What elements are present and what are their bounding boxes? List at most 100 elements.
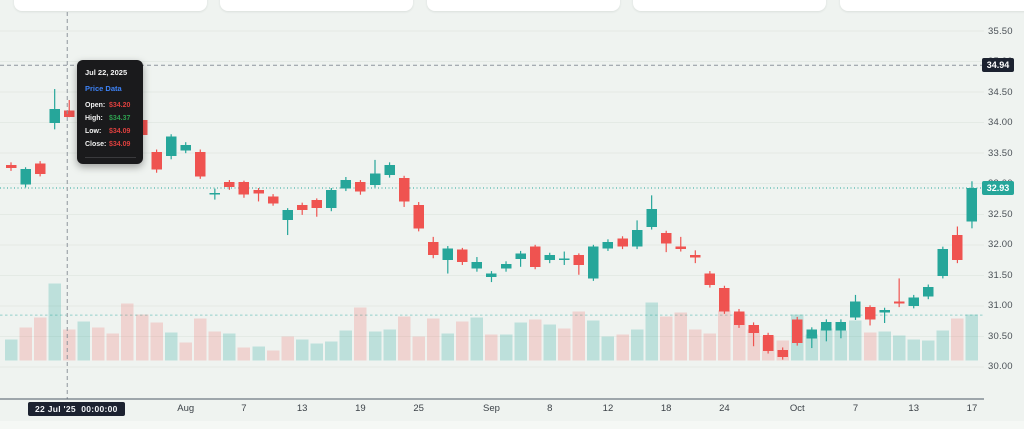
candle-body <box>544 255 555 261</box>
x-axis-label: 18 <box>660 403 672 414</box>
volume-bar <box>514 322 527 361</box>
volume-bar <box>164 332 178 361</box>
candle-body <box>850 301 861 318</box>
top-card-2[interactable] <box>220 0 413 11</box>
volume-bar <box>470 317 484 361</box>
volume-bar <box>150 322 163 361</box>
volume-bar <box>834 330 848 361</box>
volume-bar <box>528 319 542 361</box>
volume-bar <box>48 283 61 361</box>
volume-bar <box>441 333 455 361</box>
y-axis-label: 31.50 <box>988 269 1013 281</box>
candle-body <box>559 258 570 261</box>
volume-bar <box>703 333 717 361</box>
candle-body <box>806 329 818 339</box>
volume-bar <box>368 331 382 361</box>
candle-body <box>195 151 206 177</box>
tooltip-row-high: High: $34.37 <box>85 115 131 122</box>
volume-bar <box>878 331 891 361</box>
top-card-3[interactable] <box>427 0 620 11</box>
volume-bar <box>223 333 236 361</box>
candle-body <box>34 163 46 174</box>
volume-bar <box>718 310 731 361</box>
volume-bar <box>19 327 32 361</box>
volume-bar <box>135 314 149 361</box>
volume-bar <box>252 346 265 361</box>
candle-body <box>384 164 395 176</box>
top-card-4[interactable] <box>633 0 826 11</box>
candle-body <box>690 255 701 258</box>
candle-body <box>588 246 599 279</box>
crosshair-price-badge: 34.94 <box>982 58 1014 73</box>
candle-body <box>311 200 323 209</box>
x-axis-label: 13 <box>908 403 920 414</box>
volume-bar <box>630 329 644 361</box>
volume-bar <box>237 347 251 361</box>
candle-body <box>238 181 250 195</box>
volume-bar <box>674 312 688 361</box>
price-tooltip: Jul 22, 2025 Price Data Open: $34.20 High:… <box>77 60 143 164</box>
volume-bar <box>587 320 600 361</box>
candle-body <box>893 301 905 304</box>
top-card-1[interactable] <box>14 0 207 11</box>
volume-bar <box>208 331 222 361</box>
y-axis-label: 30.50 <box>988 330 1013 342</box>
x-axis-label: 12 <box>602 403 614 414</box>
x-axis-label: 7 <box>852 403 859 414</box>
x-axis-label: 19 <box>355 403 366 414</box>
y-axis-label: 30.00 <box>988 361 1013 373</box>
x-axis-label: 24 <box>719 403 730 414</box>
volume-bar <box>179 342 192 361</box>
x-axis-label: 7 <box>241 403 247 414</box>
last-price-badge: 32.93 <box>982 181 1014 195</box>
y-axis-label: 31.00 <box>988 300 1013 312</box>
x-axis-label: 17 <box>966 403 978 414</box>
volume-bar <box>456 321 469 361</box>
volume-bar <box>354 307 367 361</box>
candle-body <box>209 192 221 195</box>
x-axis-label: 8 <box>547 403 553 414</box>
volume-bar <box>572 311 586 361</box>
volume-bar <box>266 350 280 361</box>
candle-body <box>282 209 293 220</box>
volume-bar <box>892 335 906 361</box>
candle-body <box>631 230 643 247</box>
candle-body <box>355 181 366 192</box>
candle-body <box>704 273 716 286</box>
candle-body <box>20 169 31 185</box>
candle-body <box>835 321 847 331</box>
top-card-5[interactable] <box>840 0 1024 11</box>
bottom-strip <box>0 421 1024 429</box>
volume-bar <box>936 330 950 361</box>
volume-bar <box>295 339 309 361</box>
volume-bar <box>863 332 877 361</box>
candle-body <box>529 246 541 267</box>
y-axis-label: 34.00 <box>988 117 1013 129</box>
candle-body <box>253 189 264 194</box>
volume-bar <box>106 333 120 361</box>
candle-body <box>63 110 75 118</box>
y-axis-label: 33.50 <box>988 147 1013 159</box>
candle-body <box>413 205 424 229</box>
candle-body <box>573 255 585 265</box>
volume-bar <box>121 303 134 361</box>
volume-bar <box>951 318 964 361</box>
tooltip-date: Jul 22, 2025 <box>85 68 128 77</box>
volume-bar <box>92 327 105 361</box>
candle-body <box>427 241 439 256</box>
y-axis-label: 35.50 <box>988 25 1013 37</box>
volume-bar <box>485 334 498 361</box>
candle-body <box>937 249 949 276</box>
volume-bar <box>499 334 513 361</box>
candle-body <box>296 205 308 210</box>
volume-bar <box>412 336 425 361</box>
volume-bar <box>645 302 658 361</box>
volume-bar <box>558 328 571 361</box>
tooltip-divider <box>85 157 136 158</box>
candle-body <box>733 311 745 325</box>
x-axis-label: 25 <box>413 403 424 414</box>
volume-bar <box>601 336 615 361</box>
tooltip-title: Price Data <box>85 84 122 93</box>
y-axis-label: 32.50 <box>988 208 1013 220</box>
